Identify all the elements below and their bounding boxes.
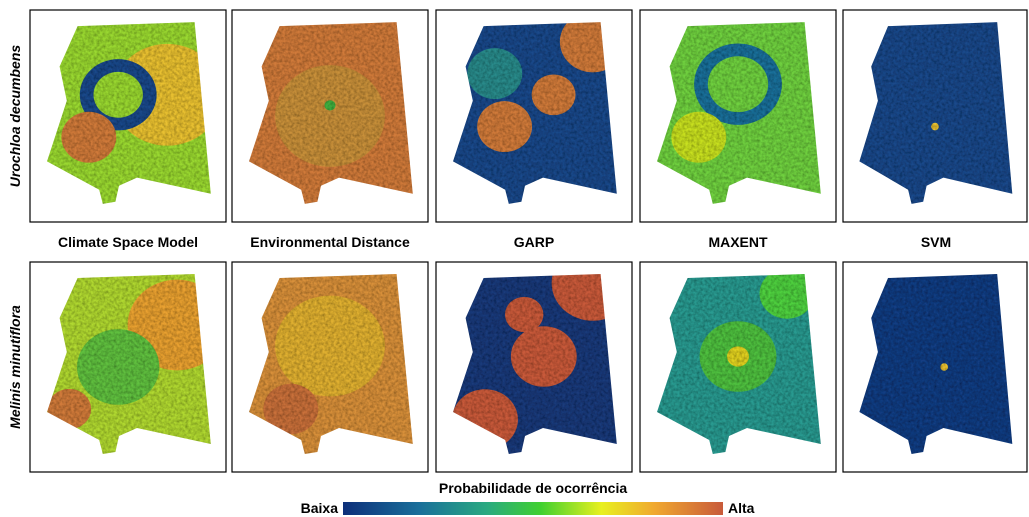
map-region <box>511 326 577 386</box>
map-region <box>532 74 576 115</box>
map-region <box>940 363 948 371</box>
map-region <box>61 112 116 163</box>
figure: Urochloa decumbens Melinis minutiflora C… <box>0 0 1029 517</box>
map-region <box>727 346 749 366</box>
map-region <box>467 48 522 99</box>
map-region <box>931 123 939 131</box>
row-label: Melinis minutiflora <box>7 305 23 429</box>
map-region <box>671 112 726 163</box>
map-region <box>275 65 385 167</box>
color-bar <box>343 502 723 515</box>
column-label: MAXENT <box>708 234 768 250</box>
column-label: GARP <box>514 234 554 250</box>
column-label: SVM <box>921 234 951 250</box>
map-region <box>77 329 159 405</box>
column-label: Environmental Distance <box>250 234 410 250</box>
legend-title: Probabilidade de ocorrência <box>439 480 627 496</box>
map-region <box>94 72 143 118</box>
map-region <box>275 296 385 397</box>
legend-low: Baixa <box>301 500 339 516</box>
map-region <box>325 100 336 110</box>
map-region <box>708 56 768 112</box>
row-label: Urochloa decumbens <box>7 45 23 188</box>
legend-high: Alta <box>728 500 755 516</box>
map-region <box>477 101 532 152</box>
column-label: Climate Space Model <box>58 234 198 250</box>
map-region <box>505 297 543 332</box>
